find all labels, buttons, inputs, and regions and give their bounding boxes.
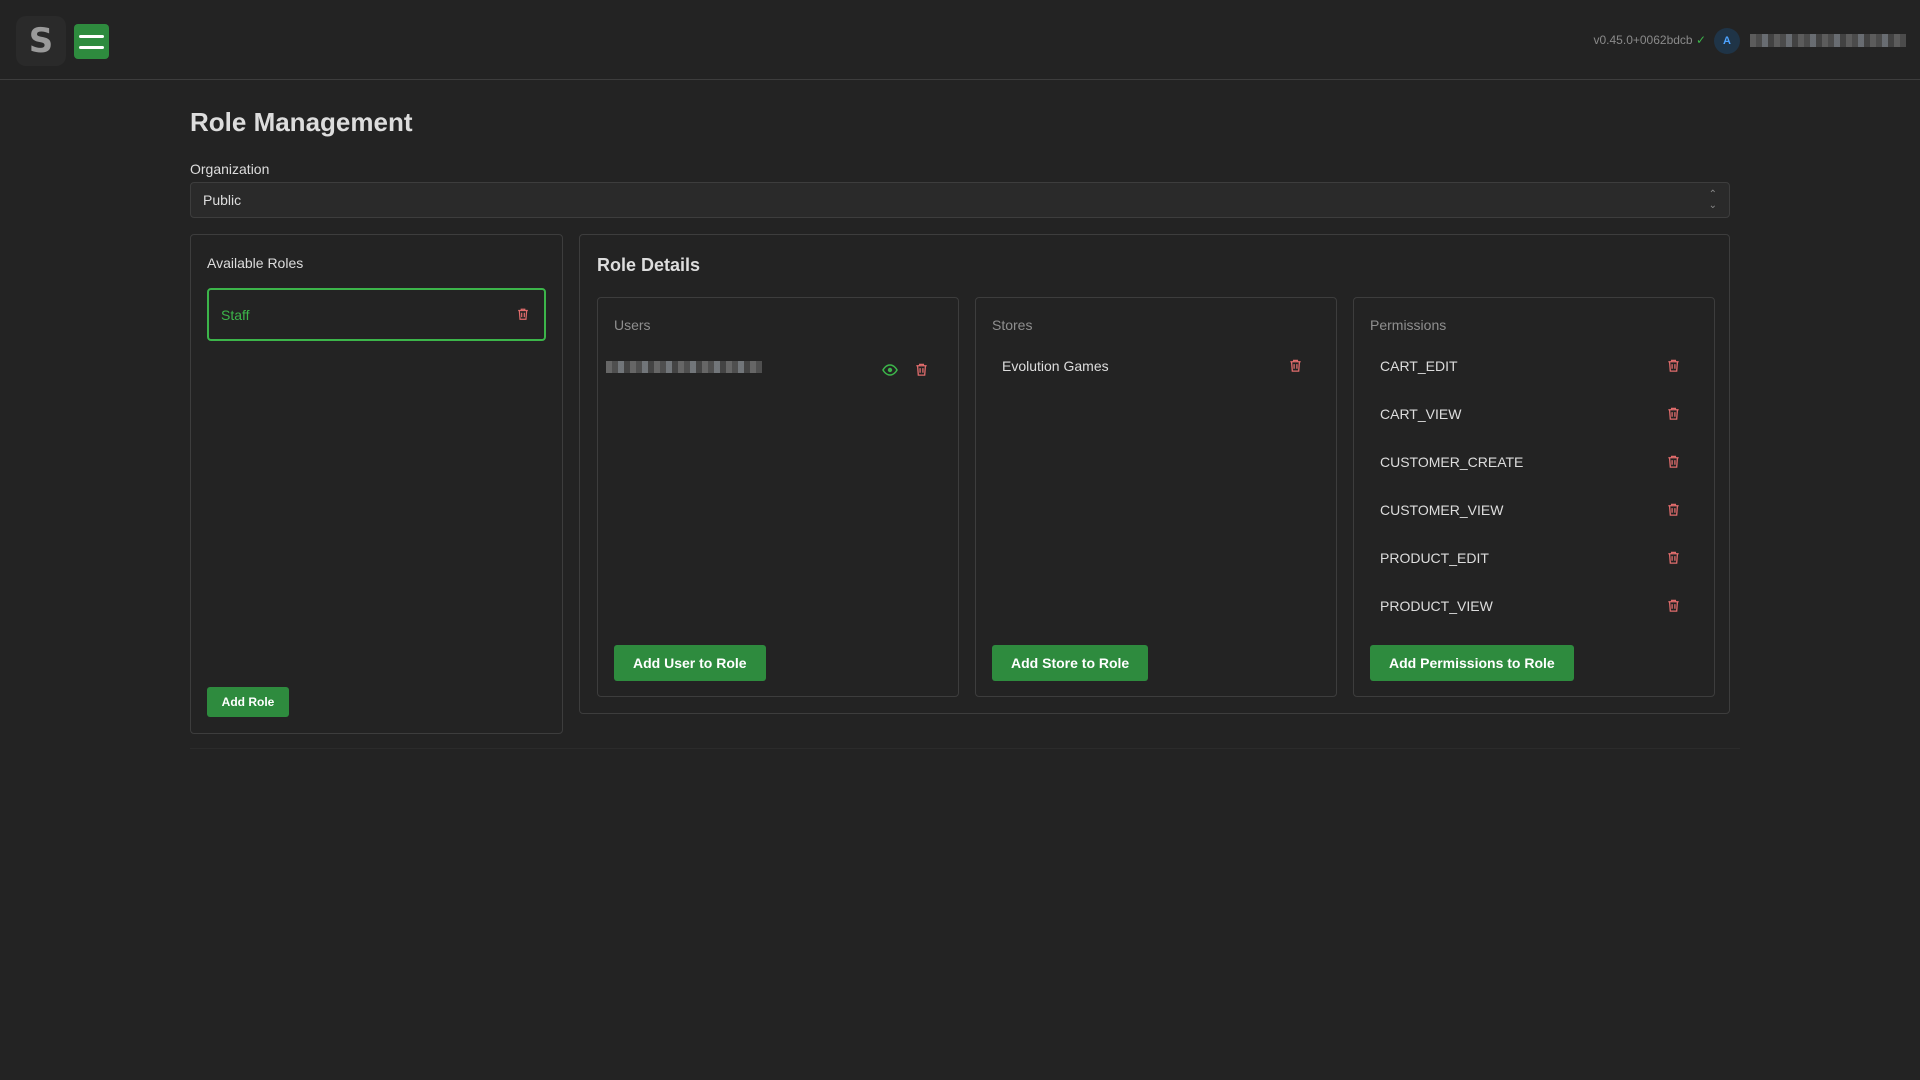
version-label: v0.45.0+0062bdcb ✓	[1594, 33, 1707, 47]
version-text: v0.45.0+0062bdcb	[1593, 33, 1693, 47]
user-email-redacted[interactable]	[1750, 34, 1906, 47]
trash-icon[interactable]	[1666, 358, 1682, 374]
list-item: PRODUCT_VIEW	[1380, 594, 1682, 618]
trash-icon[interactable]	[1666, 454, 1682, 470]
add-user-to-role-button[interactable]: Add User to Role	[614, 645, 766, 681]
permissions-card: Permissions CART_EDIT CART_VIEW CUSTOMER…	[1353, 297, 1715, 697]
trash-icon[interactable]	[1666, 598, 1682, 614]
list-item: CUSTOMER_CREATE	[1380, 450, 1682, 474]
content-divider	[190, 748, 1740, 749]
permission-name: CUSTOMER_CREATE	[1380, 454, 1524, 470]
permission-name: CART_EDIT	[1380, 358, 1458, 374]
eye-icon[interactable]	[882, 362, 898, 378]
add-store-to-role-button[interactable]: Add Store to Role	[992, 645, 1149, 681]
role-details-panel: Role Details Users Add User to Role Stor…	[579, 234, 1730, 714]
stores-card: Stores Evolution Games Add Store to Role	[975, 297, 1337, 697]
store-name: Evolution Games	[1002, 358, 1109, 374]
role-label: Staff	[221, 306, 250, 323]
organization-value: Public	[203, 192, 242, 208]
users-heading: Users	[614, 317, 651, 333]
users-card: Users Add User to Role	[597, 297, 959, 697]
user-email-redacted	[606, 361, 762, 373]
trash-icon[interactable]	[1666, 502, 1682, 518]
page-title: Role Management	[190, 107, 413, 137]
permissions-heading: Permissions	[1370, 317, 1447, 333]
list-item	[606, 358, 930, 382]
stores-heading: Stores	[992, 317, 1033, 333]
add-role-button[interactable]: Add Role	[207, 687, 289, 717]
trash-icon[interactable]	[1666, 406, 1682, 422]
list-item: CUSTOMER_VIEW	[1380, 498, 1682, 522]
list-item: CART_EDIT	[1380, 354, 1682, 378]
organization-label: Organization	[190, 161, 270, 177]
list-item: Evolution Games	[1002, 354, 1304, 378]
avatar[interactable]: A	[1714, 28, 1740, 54]
app-logo[interactable]: S	[16, 16, 66, 66]
trash-icon[interactable]	[1288, 358, 1304, 374]
hamburger-icon	[79, 45, 104, 49]
role-item-staff[interactable]: Staff	[207, 288, 546, 341]
role-details-title: Role Details	[597, 255, 701, 275]
permission-name: CUSTOMER_VIEW	[1380, 502, 1504, 518]
available-roles-panel: Available Roles Staff Add Role	[190, 234, 563, 734]
trash-icon[interactable]	[516, 307, 532, 323]
trash-icon[interactable]	[1666, 550, 1682, 566]
check-icon: ✓	[1695, 33, 1706, 47]
list-item: PRODUCT_EDIT	[1380, 546, 1682, 570]
permission-name: CART_VIEW	[1380, 406, 1462, 422]
available-roles-heading: Available Roles	[207, 255, 304, 271]
top-bar: S v0.45.0+0062bdcb ✓ A	[0, 0, 1920, 80]
select-chevron-icon: ⌃ ⌄	[1708, 189, 1717, 211]
list-item: CART_VIEW	[1380, 402, 1682, 426]
menu-toggle-button[interactable]	[74, 24, 109, 59]
permission-name: PRODUCT_VIEW	[1380, 598, 1493, 614]
trash-icon[interactable]	[914, 362, 930, 378]
hamburger-icon	[79, 34, 104, 38]
organization-select[interactable]: Public ⌃ ⌄	[190, 182, 1730, 218]
permission-name: PRODUCT_EDIT	[1380, 550, 1489, 566]
add-permissions-to-role-button[interactable]: Add Permissions to Role	[1370, 645, 1574, 681]
